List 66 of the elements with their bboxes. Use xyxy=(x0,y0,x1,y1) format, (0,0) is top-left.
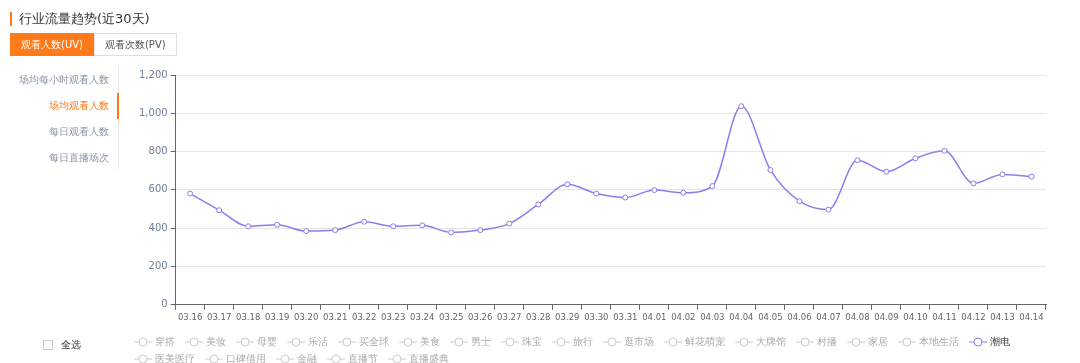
x-tick-label: 04.09 xyxy=(874,312,899,323)
x-tick-label: 04.02 xyxy=(671,312,696,323)
text: 场均每小时观看人数 xyxy=(19,74,109,85)
legend-label: 村播 xyxy=(817,335,837,349)
x-tick-label: 03.20 xyxy=(294,312,319,323)
y-tick-label: 0 xyxy=(161,298,168,310)
y-tick-label: 600 xyxy=(148,183,168,195)
text: 场均观看人数 xyxy=(49,100,109,111)
x-tick-label: 03.26 xyxy=(468,312,493,323)
x-tick-label: 03.22 xyxy=(352,312,377,323)
x-tick-label: 04.12 xyxy=(961,312,986,323)
text: 每日直播场次 xyxy=(49,152,109,163)
legend-label: 穿搭 xyxy=(155,335,175,349)
legend-label: 家居 xyxy=(868,335,888,349)
legend-label: 潮电 xyxy=(990,335,1010,349)
x-tick-label: 03.27 xyxy=(497,312,522,323)
x-tick-label: 04.08 xyxy=(845,312,870,323)
x-tick-label: 04.04 xyxy=(729,312,754,323)
legend-label: 珠宝 xyxy=(522,335,542,349)
x-tick-label: 03.25 xyxy=(439,312,464,323)
x-tick-label: 04.05 xyxy=(758,312,783,323)
x-tick-label: 04.10 xyxy=(903,312,928,323)
x-tick-label: 04.11 xyxy=(932,312,957,323)
text: 观看人数(UV) xyxy=(21,39,83,50)
x-tick-label: 04.01 xyxy=(642,312,667,323)
x-tick-label: 04.03 xyxy=(700,312,725,323)
legend-label: 直播节 xyxy=(348,352,378,363)
legend-label: 直播盛典 xyxy=(409,352,449,363)
text: 观看次数(PV) xyxy=(104,39,166,50)
legend-label: 美妆 xyxy=(206,335,226,349)
legend-label: 医美医疗 xyxy=(155,352,195,363)
x-tick-label: 03.28 xyxy=(526,312,551,323)
legend-label: 鲜花萌宠 xyxy=(685,335,725,349)
legend-label: 母婴 xyxy=(257,335,277,349)
x-tick-label: 03.18 xyxy=(235,312,261,323)
text: 每日观看人数 xyxy=(49,126,109,137)
legend-label: 旅行 xyxy=(573,335,593,349)
chart-title: 行业流量趋势(近30天) xyxy=(19,10,150,28)
legend-label: 男士 xyxy=(471,335,491,349)
legend-label: 大牌馆 xyxy=(756,335,786,349)
x-tick-label: 03.29 xyxy=(555,312,580,323)
x-tick-label: 03.24 xyxy=(410,312,435,323)
y-tick-label: 800 xyxy=(148,145,168,157)
x-tick-label: 04.07 xyxy=(816,312,841,323)
x-tick-label: 03.19 xyxy=(265,312,290,323)
legend-label: 本地生活 xyxy=(919,335,959,349)
y-tick-label: 1,000 xyxy=(138,106,168,118)
legend-label: 口碑借用 xyxy=(226,352,266,363)
legend-label: 买全球 xyxy=(359,335,389,349)
legend-label: 美食 xyxy=(420,335,440,349)
x-tick-label: 03.17 xyxy=(206,312,232,323)
y-tick-label: 1,200 xyxy=(138,68,168,80)
x-tick-label: 03.31 xyxy=(613,312,638,323)
text: 全选 xyxy=(61,338,81,352)
y-tick-label: 200 xyxy=(148,260,168,272)
legend-label: 逛市场 xyxy=(624,335,654,349)
y-tick-label: 400 xyxy=(148,221,168,233)
legend-label: 乐活 xyxy=(308,335,328,349)
x-tick-label: 03.21 xyxy=(323,312,348,323)
x-tick-label: 03.16 xyxy=(177,312,203,323)
x-tick-label: 03.23 xyxy=(381,312,406,323)
x-tick-label: 04.06 xyxy=(787,312,812,323)
x-tick-label: 04.13 xyxy=(990,312,1015,323)
legend-label: 金融 xyxy=(297,352,317,363)
x-tick-label: 04.14 xyxy=(1019,312,1044,323)
x-tick-label: 03.30 xyxy=(584,312,609,323)
